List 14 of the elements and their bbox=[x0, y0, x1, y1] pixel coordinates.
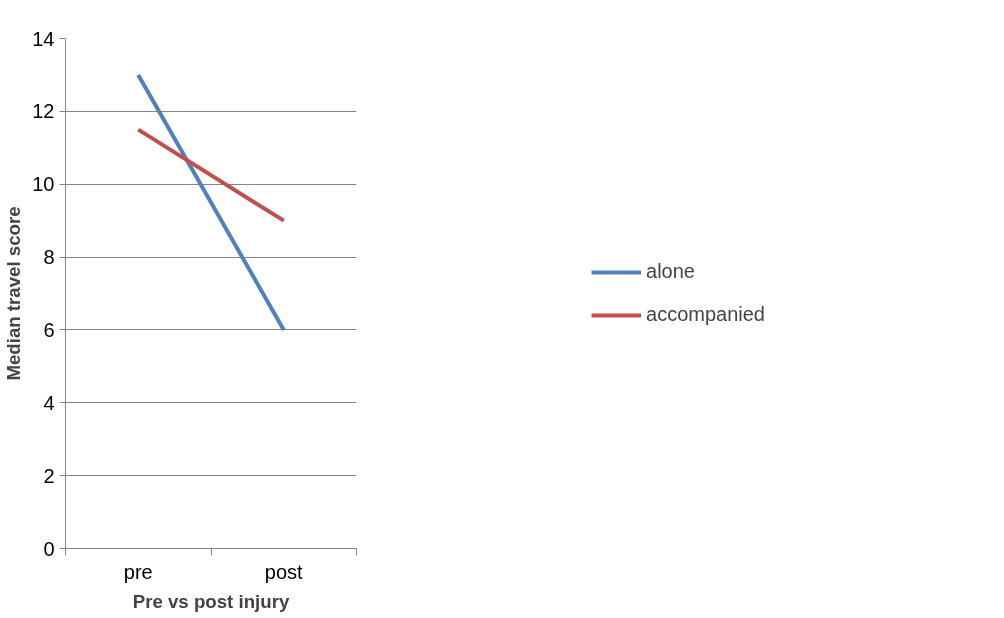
y-tick-label: 8 bbox=[43, 246, 55, 269]
x-tick-label: pre bbox=[123, 560, 153, 583]
x-axis-title: Pre vs post injury bbox=[132, 590, 290, 612]
y-tick-label: 12 bbox=[32, 100, 55, 123]
y-tick-label: 14 bbox=[32, 27, 55, 50]
legend-label: accompanied bbox=[646, 303, 765, 326]
y-axis-title: Median travel score bbox=[3, 206, 25, 381]
legend-label: alone bbox=[646, 260, 695, 283]
x-tick-label: post bbox=[264, 560, 304, 583]
y-tick-label: 10 bbox=[32, 173, 55, 196]
y-tick-label: 0 bbox=[43, 537, 55, 560]
y-tick-label: 6 bbox=[43, 318, 55, 341]
y-tick-label: 2 bbox=[43, 464, 55, 487]
y-tick-label: 4 bbox=[43, 391, 55, 414]
